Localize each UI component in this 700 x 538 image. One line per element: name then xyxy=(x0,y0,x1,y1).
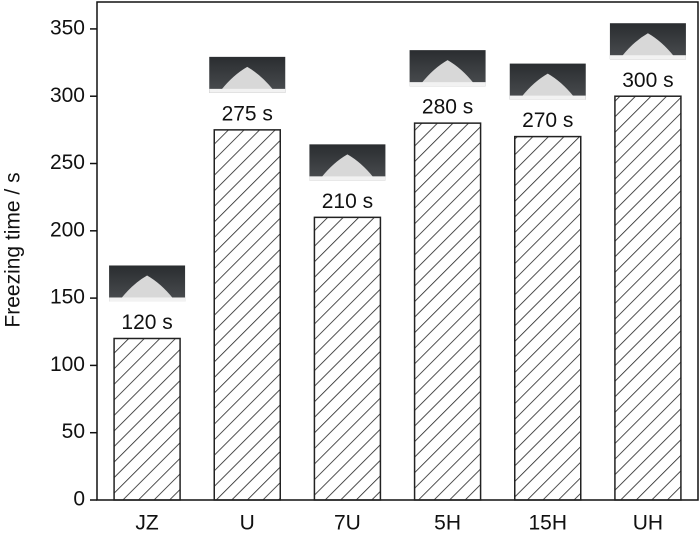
y-tick-label: 0 xyxy=(73,488,85,511)
droplet-base xyxy=(209,88,286,93)
x-tick-label: JZ xyxy=(135,512,159,535)
droplet-base xyxy=(309,176,386,181)
value-label: 300 s xyxy=(622,69,673,92)
x-tick-label: UH xyxy=(633,512,663,535)
droplet xyxy=(221,66,274,90)
bar xyxy=(213,129,281,501)
x-tick-label: 5H xyxy=(434,512,461,535)
droplet-base xyxy=(609,55,686,60)
y-tick-label: 100 xyxy=(50,353,85,376)
value-label: 275 s xyxy=(222,102,273,125)
y-tick-label: 300 xyxy=(50,84,85,107)
value-label: 280 s xyxy=(422,96,473,119)
y-tick-label: 350 xyxy=(50,16,85,39)
y-tick-label: 250 xyxy=(50,151,85,174)
droplet-base xyxy=(409,82,486,87)
y-tick-label: 150 xyxy=(50,286,85,309)
x-tick-label: 7U xyxy=(334,512,361,535)
droplet xyxy=(621,33,674,57)
y-tick-label: 50 xyxy=(62,420,85,443)
value-label: 210 s xyxy=(322,190,373,213)
droplet xyxy=(121,275,174,299)
droplet xyxy=(321,154,374,178)
bar xyxy=(514,135,582,501)
bar xyxy=(413,122,482,501)
y-tick-label: 200 xyxy=(50,218,85,241)
droplet-base xyxy=(109,297,186,302)
value-label: 120 s xyxy=(121,311,172,334)
value-label: 270 s xyxy=(522,109,573,132)
x-tick-label: 15H xyxy=(528,512,567,535)
droplet-base xyxy=(509,95,586,100)
x-tick-label: U xyxy=(240,512,255,535)
bar xyxy=(113,337,181,501)
droplet xyxy=(521,73,574,97)
plot-frame xyxy=(96,1,699,501)
bar xyxy=(614,95,682,501)
y-axis-label: Freezing time / s xyxy=(2,172,25,327)
droplet xyxy=(421,60,474,84)
bar xyxy=(313,216,382,501)
